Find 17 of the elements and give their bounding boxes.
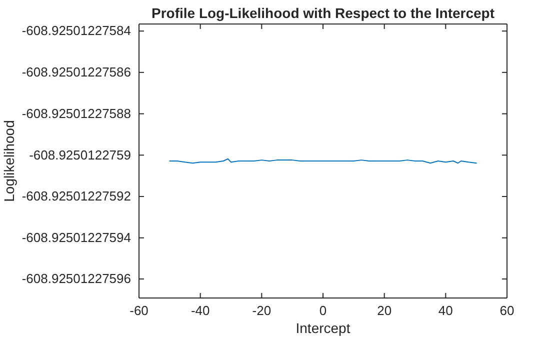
y-tick-label: -608.9250122759 — [29, 147, 131, 162]
x-tick-label: -20 — [252, 303, 272, 318]
y-tick-label: -608.92501227594 — [22, 230, 131, 245]
x-tick-label: 60 — [500, 303, 514, 318]
x-tick-label: -60 — [130, 303, 148, 318]
x-tick-label: 40 — [438, 303, 453, 318]
y-tick-label: -608.92501227596 — [22, 271, 131, 286]
y-axis-title: Loglikelihood — [1, 120, 17, 202]
y-tick-label: -608.92501227584 — [22, 23, 131, 38]
y-tick-label: -608.92501227586 — [22, 64, 131, 80]
x-tick-label: 20 — [377, 303, 392, 318]
chart-title: Profile Log-Likelihood with Respect to the Intercept — [151, 5, 495, 21]
y-tick-label: -608.92501227592 — [22, 188, 131, 204]
x-tick-label: 0 — [319, 303, 327, 318]
y-tick-label: -608.92501227588 — [22, 106, 131, 121]
x-axis-title: Intercept — [296, 320, 350, 336]
x-tick-label: -40 — [190, 303, 210, 318]
